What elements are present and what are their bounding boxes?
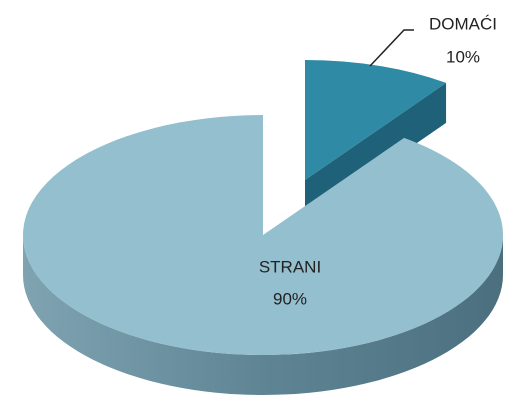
- value-label: 90%: [273, 289, 307, 308]
- slice: [23, 115, 504, 395]
- slice-top: [23, 115, 504, 356]
- leader-line: [369, 29, 414, 67]
- category-label: DOMAĆI: [429, 14, 497, 33]
- value-label: 10%: [446, 47, 480, 66]
- category-label: STRANI: [259, 257, 321, 276]
- pie: [23, 60, 504, 395]
- slice-side: [23, 235, 503, 395]
- slice-top: [305, 60, 447, 180]
